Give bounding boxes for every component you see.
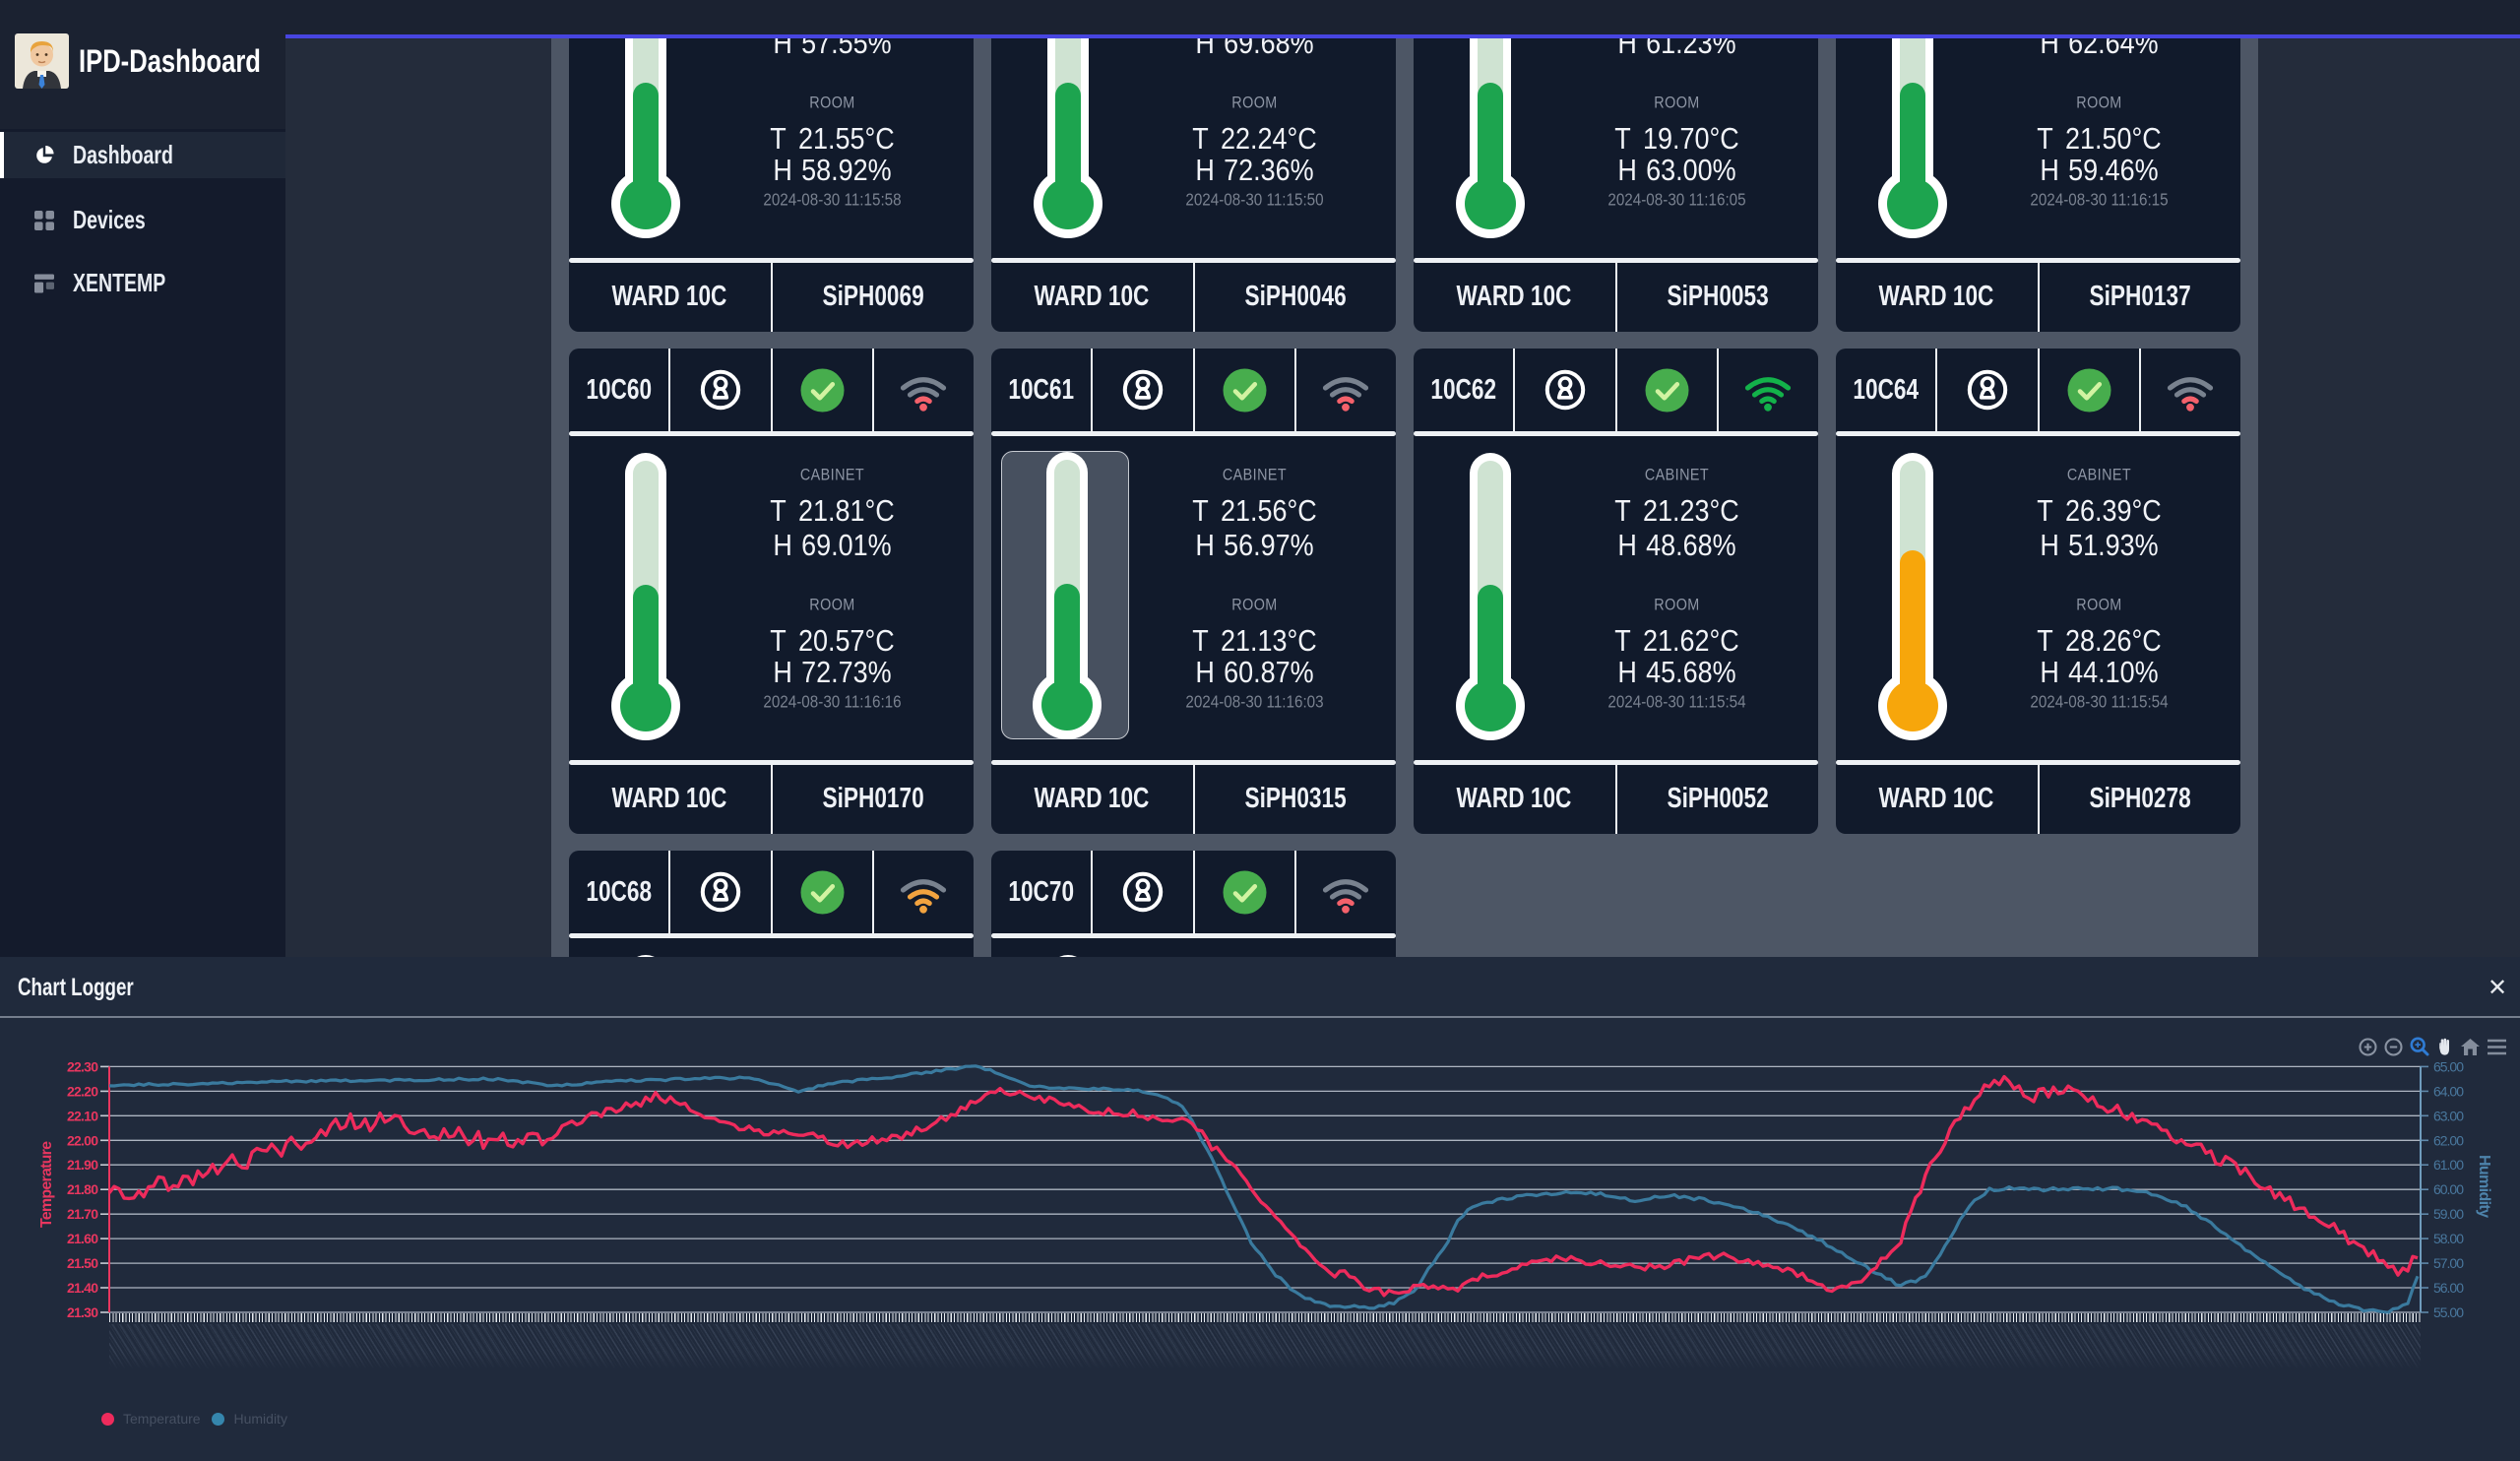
svg-text:58.00: 58.00 [2433,1231,2464,1246]
svg-text:Temperature: Temperature [38,1141,55,1228]
svg-text:57.00: 57.00 [2433,1255,2464,1271]
svg-text:62.00: 62.00 [2433,1132,2464,1148]
svg-text:22.20: 22.20 [67,1083,98,1099]
svg-text:56.00: 56.00 [2433,1280,2464,1296]
svg-text:21.70: 21.70 [67,1206,98,1222]
svg-text:22.00: 22.00 [67,1132,98,1148]
svg-text:21.50: 21.50 [67,1255,98,1271]
svg-text:Humidity: Humidity [2476,1155,2492,1218]
svg-text:21.30: 21.30 [67,1304,98,1320]
svg-text:65.00: 65.00 [2433,1058,2464,1074]
svg-text:64.00: 64.00 [2433,1083,2464,1099]
svg-text:21.60: 21.60 [67,1231,98,1246]
svg-text:21.90: 21.90 [67,1157,98,1173]
svg-text:63.00: 63.00 [2433,1108,2464,1123]
svg-text:22.30: 22.30 [67,1058,98,1074]
svg-text:60.00: 60.00 [2433,1181,2464,1197]
svg-text:22.10: 22.10 [67,1108,98,1123]
svg-text:21.40: 21.40 [67,1280,98,1296]
svg-text:61.00: 61.00 [2433,1157,2464,1173]
svg-text:21.80: 21.80 [67,1181,98,1197]
svg-text:59.00: 59.00 [2433,1206,2464,1222]
svg-text:55.00: 55.00 [2433,1304,2464,1320]
